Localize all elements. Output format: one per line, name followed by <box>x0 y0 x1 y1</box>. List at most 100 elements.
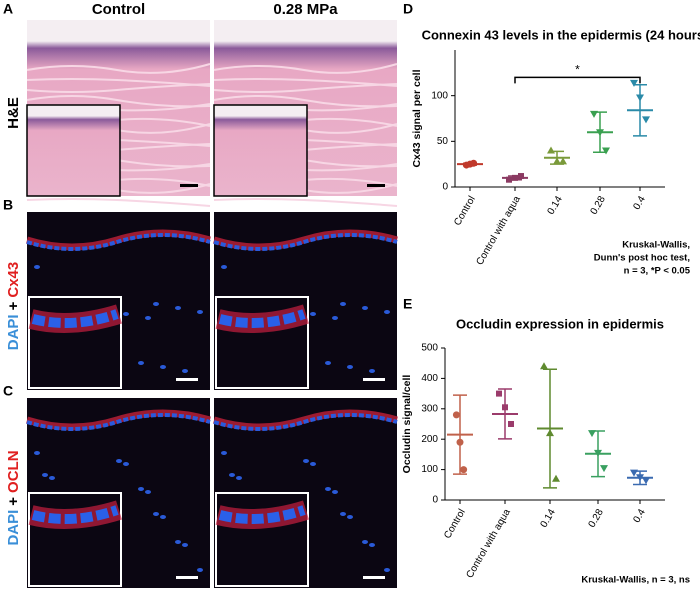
fiber <box>26 78 211 87</box>
data-point <box>590 110 598 118</box>
nucleus <box>332 316 338 320</box>
y-axis-label: Cx43 signal per cell <box>411 69 423 167</box>
fiber <box>213 198 398 207</box>
nucleus <box>369 369 375 373</box>
y-tick-label: 500 <box>421 343 438 354</box>
nucleus <box>175 540 181 544</box>
data-point <box>508 421 514 427</box>
inset-nuclei <box>218 505 306 524</box>
data-point <box>636 94 644 102</box>
data-point <box>540 362 548 370</box>
significance-label: * <box>575 63 580 77</box>
fiber <box>26 95 211 108</box>
nucleus <box>310 462 316 466</box>
micrograph <box>212 212 398 390</box>
nucleus <box>325 487 331 491</box>
nucleus <box>123 462 129 466</box>
panel-label: E <box>403 296 412 312</box>
nucleus <box>182 543 188 547</box>
nucleus <box>347 515 353 519</box>
nucleus <box>384 310 390 314</box>
epidermis-blue <box>26 233 211 251</box>
scale-bar <box>176 576 198 579</box>
nucleus <box>310 312 316 316</box>
scale-bar <box>363 576 385 579</box>
y-tick-label: 200 <box>421 434 438 445</box>
data-point <box>512 174 518 181</box>
data-point <box>559 157 567 165</box>
nucleus <box>340 302 346 306</box>
nucleus <box>123 312 129 316</box>
x-tick-label: 0.4 <box>631 507 648 525</box>
data-point <box>630 469 638 477</box>
data-point <box>506 176 512 183</box>
data-point <box>456 438 464 446</box>
stain-label: DAPI <box>5 510 22 546</box>
column-header: 0.28 MPa <box>273 1 338 18</box>
data-point <box>630 79 638 87</box>
nucleus <box>160 515 166 519</box>
nucleus <box>42 473 48 477</box>
data-point <box>642 116 650 124</box>
stats-note: Dunn's post hoc test, <box>594 253 690 264</box>
scale-bar <box>367 184 385 187</box>
inset-nuclei <box>218 309 306 328</box>
nucleus <box>362 306 368 310</box>
micrograph <box>25 212 211 390</box>
micrograph <box>25 398 211 588</box>
panel-label: A <box>3 1 13 17</box>
fiber <box>26 83 211 93</box>
nucleus <box>197 310 203 314</box>
micrograph <box>213 20 398 207</box>
data-point <box>552 474 560 482</box>
x-tick-label: Control with aqua <box>474 194 523 267</box>
row-label: DAPI + OCLN <box>5 450 22 545</box>
stats-note: Kruskal-Wallis, <box>622 240 690 251</box>
x-tick-label: 0.28 <box>589 194 608 217</box>
y-axis-label: Occludin signal/cell <box>401 375 413 474</box>
nucleus <box>34 451 40 455</box>
x-tick-label: 0.28 <box>587 507 606 530</box>
fiber <box>26 198 211 207</box>
nucleus <box>182 369 188 373</box>
nucleus <box>116 459 122 463</box>
x-tick-label: Control <box>442 507 468 540</box>
scale-bar <box>363 378 385 381</box>
nucleus <box>384 568 390 572</box>
nucleus <box>49 476 55 480</box>
stain-label: OCLN <box>5 450 22 493</box>
fiber <box>213 83 398 93</box>
micrograph <box>212 398 398 588</box>
nucleus <box>236 476 242 480</box>
panel-label: C <box>3 383 13 399</box>
nucleus <box>145 490 151 494</box>
nucleus <box>221 451 227 455</box>
nucleus <box>362 540 368 544</box>
x-tick-label: Control with aqua <box>464 507 513 580</box>
nucleus <box>340 512 346 516</box>
data-point <box>496 390 502 397</box>
data-point <box>502 404 508 411</box>
epidermis-blue <box>213 233 398 251</box>
data-point <box>470 159 478 167</box>
nucleus <box>145 316 151 320</box>
x-tick-label: 0.14 <box>546 194 565 217</box>
inset <box>213 104 308 197</box>
fiber <box>213 63 398 74</box>
x-tick-label: Control <box>452 194 478 227</box>
fiber <box>213 78 398 87</box>
micrograph <box>26 20 211 207</box>
nucleus <box>325 361 331 365</box>
chart-title: Occludin expression in epidermis <box>456 316 664 331</box>
y-tick-label: 0 <box>442 182 448 193</box>
scale-bar <box>176 378 198 381</box>
nucleus <box>332 490 338 494</box>
scale-bar <box>180 184 198 187</box>
y-tick-label: 400 <box>421 373 438 384</box>
y-tick-label: 50 <box>437 136 449 147</box>
data-point <box>642 477 650 485</box>
data-point <box>602 147 610 155</box>
chart-title: Connexin 43 levels in the epidermis (24 … <box>422 27 700 42</box>
data-point <box>518 173 524 180</box>
